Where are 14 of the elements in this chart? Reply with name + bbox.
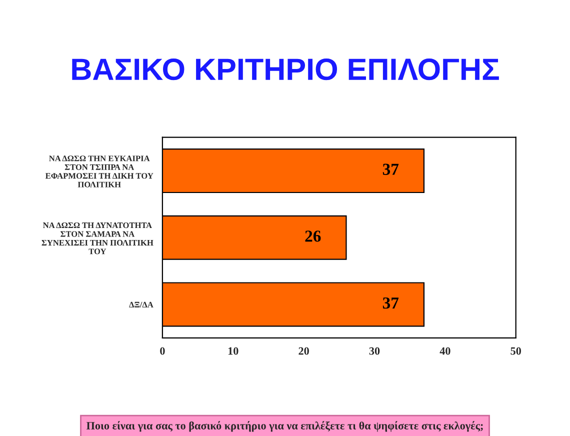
y-tick-label: ΝΑ ΔΩΣΩ ΤΗ ΔΥΝΑΤΟΤΗΤΑ ΣΤΟΝ ΣΑΜΑΡΑ ΝΑ ΣΥΝΕΧΙΣΕΙ ΤΗΝ ΠΟΛΙΤΙΚΗ ΤΟΥ [42, 222, 154, 254]
x-tick-label: 30 [369, 347, 380, 355]
x-tick-label: 20 [298, 347, 309, 355]
x-tick-label: 0 [160, 347, 165, 355]
data-label: 26 [305, 230, 321, 242]
x-tick-label: 10 [228, 347, 238, 355]
chart-title: ΒΑΣΙΚΟ ΚΡΙΤΗΡΙΟ ΕΠΙΛΟΓΗΣ [72, 58, 499, 80]
x-tick-label: 40 [440, 347, 450, 355]
y-tick-label: ΔΞ/ΔΑ [129, 302, 154, 308]
data-label: 37 [382, 297, 399, 309]
y-tick-label: ΝΑ ΔΩΣΩ ΤΗΝ ΕΥΚΑΙΡΙΑ ΣΤΟΝ ΤΣΙΠΡΑ ΝΑ ΕΦΑΡΜΟΣΕΙ ΤΗ ΔΙΚΗ ΤΟΥ ΠΟΛΙΤΙΚΗ [45, 156, 154, 188]
text: Ποιο είναι για σας το βασικό κριτήριο για να επιλέξετε τι θα ψηφίσετε στις εκλογές; [86, 421, 483, 432]
data-label: 37 [382, 164, 399, 175]
x-tick-label: 50 [510, 347, 521, 355]
